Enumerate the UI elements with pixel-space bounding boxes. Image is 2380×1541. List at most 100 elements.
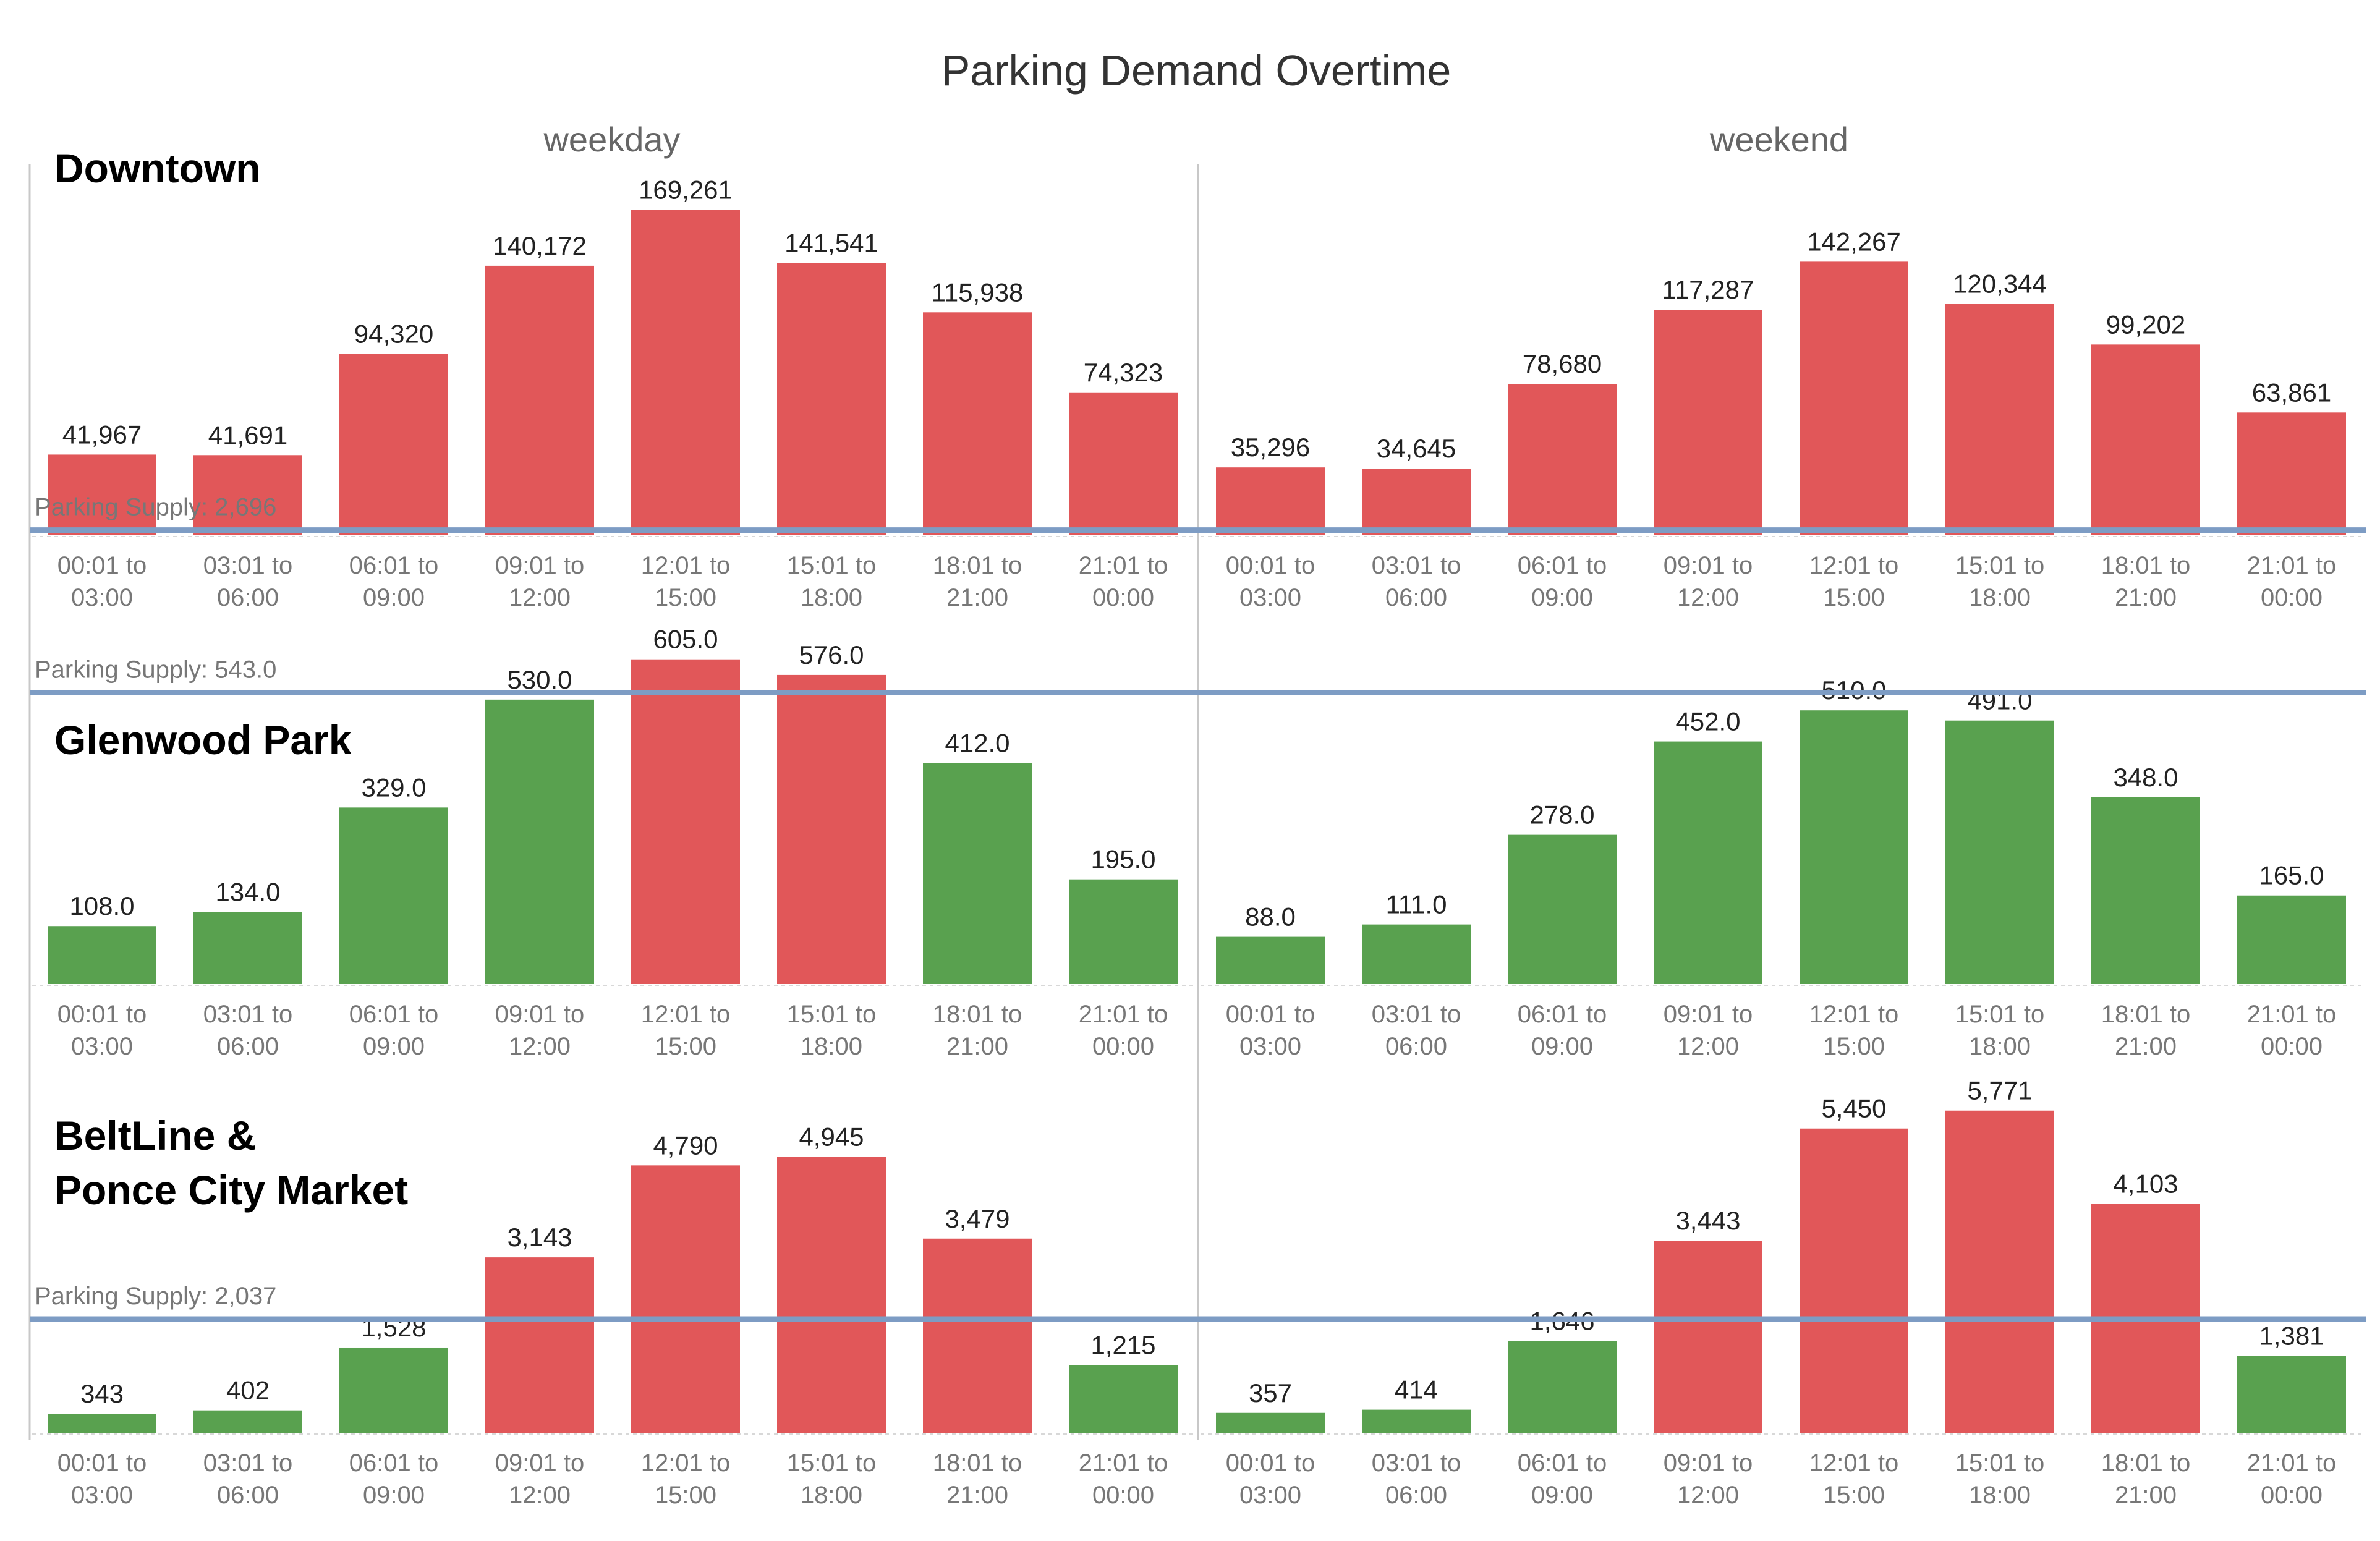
tick-label-line: 00:01 to xyxy=(1226,1001,1315,1028)
tick-label: 21:01 to 00:00 xyxy=(1079,1450,1168,1509)
tick-label: 00:01 to 03:00 xyxy=(1226,1450,1315,1509)
tick-label: 15:01 to 18:00 xyxy=(787,1450,877,1509)
bar-weekend xyxy=(1945,304,2054,535)
tick-label: 21:01 to 00:00 xyxy=(2247,552,2337,611)
tick-label-line: 15:01 to xyxy=(787,1450,877,1477)
data-label: 5,771 xyxy=(1967,1076,2032,1105)
bar-weekday xyxy=(777,263,886,535)
tick-label: 09:01 to 12:00 xyxy=(1664,1001,1753,1060)
data-label: 115,938 xyxy=(932,278,1024,307)
tick-label-line: 06:00 xyxy=(1385,1033,1447,1060)
tick-label-line: 18:00 xyxy=(1969,1482,2031,1509)
bar-weekend xyxy=(2091,797,2200,984)
tick-label: 00:01 to 03:00 xyxy=(1226,1001,1315,1060)
bar-weekday xyxy=(923,1238,1032,1433)
tick-label-line: 06:01 to xyxy=(1518,1450,1607,1477)
tick-label-line: 09:00 xyxy=(363,1033,425,1060)
data-label: 111.0 xyxy=(1386,890,1447,919)
tick-label-line: 15:00 xyxy=(1823,584,1885,611)
data-label: 120,344 xyxy=(1953,270,2047,299)
tick-label: 15:01 to 18:00 xyxy=(787,552,877,611)
tick-label-line: 09:01 to xyxy=(1664,1450,1753,1477)
tick-label-line: 21:00 xyxy=(946,584,1008,611)
tick-label-line: 12:01 to xyxy=(1809,552,1899,579)
tick-label: 09:01 to 12:00 xyxy=(1664,552,1753,611)
bar-weekday xyxy=(1069,879,1178,984)
bar-weekend xyxy=(1800,261,1908,535)
data-label: 357 xyxy=(1249,1378,1292,1407)
tick-label-line: 03:01 to xyxy=(1372,1450,1461,1477)
tick-label-line: 15:01 to xyxy=(787,552,877,579)
tick-label: 00:01 to 03:00 xyxy=(57,1450,147,1509)
tick-label-line: 00:00 xyxy=(1092,1033,1154,1060)
bar-weekday xyxy=(631,210,740,535)
data-label: 88.0 xyxy=(1245,902,1296,932)
bar-weekend xyxy=(1945,1110,2054,1433)
tick-label-line: 03:01 to xyxy=(1372,552,1461,579)
bar-weekend xyxy=(1362,1409,1471,1433)
bar-weekday xyxy=(1069,392,1178,535)
data-label: 605.0 xyxy=(653,625,718,654)
tick-label-line: 12:00 xyxy=(509,1033,571,1060)
bar-weekend xyxy=(1800,1128,1908,1433)
region-label: BeltLine & xyxy=(54,1113,256,1158)
tick-label: 18:01 to 21:00 xyxy=(2101,1450,2191,1509)
data-label: 348.0 xyxy=(2113,763,2178,792)
tick-label-line: 18:01 to xyxy=(933,552,1022,579)
tick-label-line: 12:00 xyxy=(1677,1482,1739,1509)
tick-label-line: 06:01 to xyxy=(1518,1001,1607,1028)
bar-weekend xyxy=(1654,310,1762,535)
tick-label-line: 09:01 to xyxy=(495,552,585,579)
tick-label: 15:01 to 18:00 xyxy=(1955,1001,2045,1060)
bar-weekend xyxy=(1654,1241,1762,1433)
region-label: Downtown xyxy=(54,145,261,191)
chart-title: Parking Demand Overtime xyxy=(941,46,1451,95)
tick-label: 03:01 to 06:00 xyxy=(203,552,293,611)
tick-label-line: 03:01 to xyxy=(1372,1001,1461,1028)
bar-weekday xyxy=(193,455,302,535)
bar-weekday xyxy=(923,763,1032,984)
data-label: 41,691 xyxy=(208,420,287,449)
tick-label: 15:01 to 18:00 xyxy=(787,1001,877,1060)
bar-weekend xyxy=(1508,1341,1617,1433)
tick-label-line: 00:00 xyxy=(1092,584,1154,611)
bar-weekend xyxy=(2237,895,2346,984)
bar-weekend xyxy=(1216,1412,1325,1433)
data-label: 530.0 xyxy=(507,665,572,694)
tick-label-line: 12:01 to xyxy=(1809,1450,1899,1477)
tick-label-line: 03:01 to xyxy=(203,1001,293,1028)
tick-label-line: 06:01 to xyxy=(349,552,439,579)
supply-label: Parking Supply: 2,037 xyxy=(35,1283,276,1310)
bar-weekend xyxy=(1216,467,1325,535)
column-header-weekend: weekend xyxy=(1709,120,1848,159)
tick-label: 06:01 to 09:00 xyxy=(1518,1450,1607,1509)
tick-label-line: 03:01 to xyxy=(203,552,293,579)
data-label: 169,261 xyxy=(639,175,733,204)
tick-label: 18:01 to 21:00 xyxy=(933,1001,1022,1060)
tick-label-line: 15:00 xyxy=(655,584,716,611)
tick-label-line: 06:00 xyxy=(1385,1482,1447,1509)
tick-label-line: 03:00 xyxy=(71,1482,133,1509)
tick-label: 12:01 to 15:00 xyxy=(1809,552,1899,611)
tick-label-line: 18:00 xyxy=(801,1033,862,1060)
column-header-weekday: weekday xyxy=(543,120,680,159)
tick-label: 09:01 to 12:00 xyxy=(1664,1450,1753,1509)
tick-label: 12:01 to 15:00 xyxy=(1809,1001,1899,1060)
tick-label-line: 21:01 to xyxy=(2247,552,2337,579)
tick-label-line: 00:00 xyxy=(1092,1482,1154,1509)
tick-label: 18:01 to 21:00 xyxy=(933,552,1022,611)
data-label: 117,287 xyxy=(1662,275,1754,304)
tick-label-line: 21:00 xyxy=(2115,1482,2177,1509)
tick-label: 21:01 to 00:00 xyxy=(2247,1001,2337,1060)
bar-weekday xyxy=(193,1410,302,1433)
tick-label-line: 18:01 to xyxy=(2101,552,2191,579)
bar-weekday xyxy=(339,807,448,984)
data-label: 5,450 xyxy=(1821,1094,1886,1123)
tick-label-line: 00:01 to xyxy=(57,1450,147,1477)
tick-label-line: 15:01 to xyxy=(787,1001,877,1028)
data-label: 1,381 xyxy=(2259,1321,2324,1350)
tick-label-line: 18:01 to xyxy=(2101,1450,2191,1477)
tick-label-line: 12:01 to xyxy=(1809,1001,1899,1028)
